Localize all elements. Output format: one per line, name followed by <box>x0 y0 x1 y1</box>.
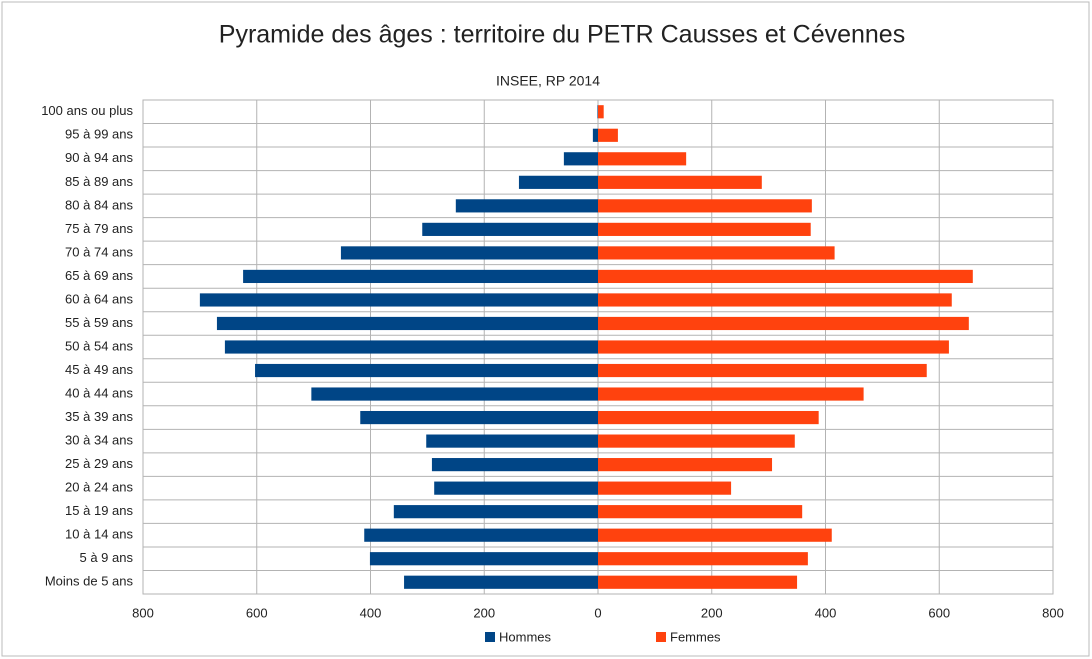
bar <box>598 105 604 119</box>
y-tick-label: 75 à 79 ans <box>65 221 133 236</box>
chart-subtitle: INSEE, RP 2014 <box>496 73 600 89</box>
bar <box>598 152 687 166</box>
bar <box>393 505 598 519</box>
bar <box>404 575 598 589</box>
y-tick-label: 100 ans ou plus <box>41 103 133 118</box>
legend-swatch <box>485 632 495 642</box>
y-tick-label: 95 à 99 ans <box>65 127 133 142</box>
bar <box>598 481 732 495</box>
y-tick-label: 20 à 24 ans <box>65 480 133 495</box>
bar <box>199 293 598 307</box>
y-tick-label: 45 à 49 ans <box>65 362 133 377</box>
y-tick-label: 90 à 94 ans <box>65 150 133 165</box>
y-tick-label: 55 à 59 ans <box>65 315 133 330</box>
chart-title: Pyramide des âges : territoire du PETR C… <box>219 21 905 49</box>
y-tick-label: 30 à 34 ans <box>65 433 133 448</box>
bar <box>598 410 819 425</box>
legend-swatch <box>656 632 666 642</box>
x-tick-label: 400 <box>815 605 837 620</box>
legend-label: Hommes <box>499 629 552 644</box>
y-tick-label: 10 à 14 ans <box>65 527 133 542</box>
y-tick-label: 5 à 9 ans <box>80 550 134 565</box>
y-tick-label: 15 à 19 ans <box>65 503 133 518</box>
bar <box>598 269 973 284</box>
bar <box>598 340 949 354</box>
y-tick-label: Moins de 5 ans <box>45 574 134 589</box>
x-tick-label: 800 <box>1042 605 1064 620</box>
bar <box>598 316 969 331</box>
y-tick-label: 65 à 69 ans <box>65 268 133 283</box>
bar <box>426 434 598 448</box>
bar <box>598 387 864 401</box>
bar <box>255 363 598 378</box>
y-tick-label: 70 à 74 ans <box>65 244 133 259</box>
bar <box>340 246 598 260</box>
x-tick-label: 200 <box>473 605 495 620</box>
bar <box>360 410 598 425</box>
bar <box>598 528 832 542</box>
bar <box>598 128 618 142</box>
bar <box>431 458 598 472</box>
bar <box>598 222 811 236</box>
bar <box>434 481 598 495</box>
bar <box>224 340 598 354</box>
x-tick-label: 400 <box>360 605 382 620</box>
x-tick-label: 600 <box>246 605 268 620</box>
x-tick-label: 0 <box>594 605 601 620</box>
bar <box>216 316 598 331</box>
x-tick-label: 200 <box>701 605 723 620</box>
bar <box>563 152 598 166</box>
y-tick-label: 35 à 39 ans <box>65 409 133 424</box>
y-tick-label: 80 à 84 ans <box>65 197 133 212</box>
bar <box>597 105 598 119</box>
x-tick-label: 600 <box>928 605 950 620</box>
bar <box>364 528 598 542</box>
bar <box>592 128 598 142</box>
bar <box>422 222 598 236</box>
bar <box>598 293 952 307</box>
y-tick-label: 50 à 54 ans <box>65 338 133 353</box>
bar <box>598 199 812 213</box>
legend-label: Femmes <box>670 629 721 644</box>
y-tick-label: 85 à 89 ans <box>65 174 133 189</box>
bar <box>598 246 835 260</box>
bar <box>455 199 598 213</box>
bar <box>598 575 798 589</box>
x-tick-label: 800 <box>132 605 154 620</box>
bar <box>369 552 598 566</box>
bar <box>598 363 927 378</box>
bar <box>518 175 598 189</box>
bar <box>243 269 598 284</box>
y-tick-label: 40 à 44 ans <box>65 385 133 400</box>
bar <box>598 175 762 189</box>
bar <box>598 434 795 448</box>
bar <box>598 505 803 519</box>
bar <box>311 387 598 401</box>
y-tick-label: 60 à 64 ans <box>65 291 133 306</box>
y-tick-label: 25 à 29 ans <box>65 456 133 471</box>
bar <box>598 552 808 566</box>
bar <box>598 458 773 472</box>
